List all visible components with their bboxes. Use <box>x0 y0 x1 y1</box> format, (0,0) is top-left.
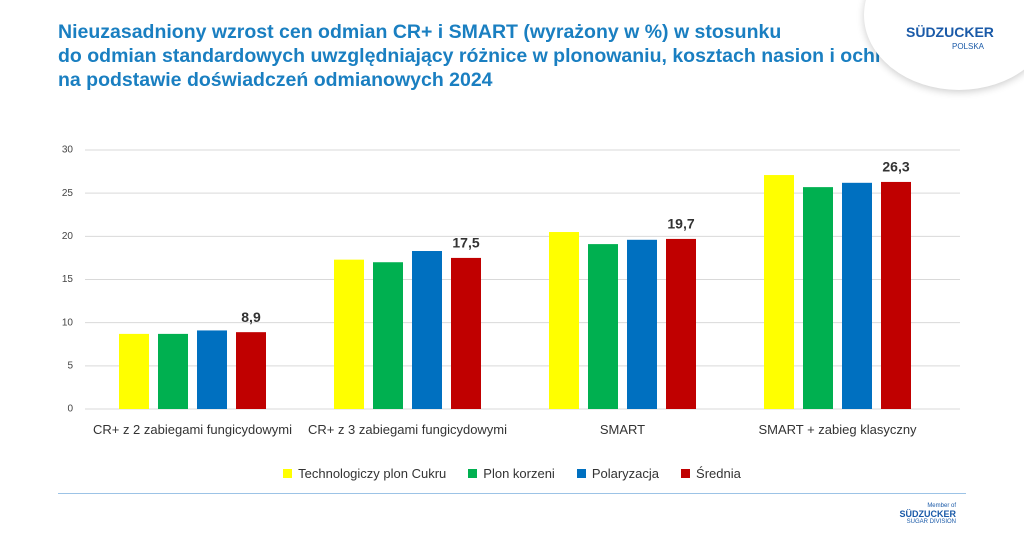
bar <box>451 257 481 409</box>
bar <box>666 238 696 409</box>
value-label: 17,5 <box>452 235 479 251</box>
y-tick-label: 15 <box>62 274 74 285</box>
y-tick-label: 25 <box>62 188 74 199</box>
legend-swatch <box>468 469 478 478</box>
legend-item: Średnia <box>681 466 741 481</box>
y-tick-label: 20 <box>62 231 74 242</box>
footer-logo-top: Member of <box>927 503 956 509</box>
bar <box>158 333 188 409</box>
value-label: 19,7 <box>667 216 694 232</box>
logo-sub: POLSKA <box>952 42 985 51</box>
bar <box>881 181 911 409</box>
bar <box>119 333 149 409</box>
legend-swatch <box>283 469 293 478</box>
legend-label: Średnia <box>696 466 741 481</box>
x-tick-label: SMART <box>599 422 646 437</box>
y-tick-label: 0 <box>67 404 73 415</box>
footer-logo: Member of SÜDZUCKER SUGAR DIVISION <box>899 502 956 526</box>
title-line: do odmian standardowych uwzględniający r… <box>58 45 918 67</box>
bar <box>412 251 442 409</box>
legend-label: Technologiczy plon Cukru <box>298 466 447 481</box>
title-line: na podstawie doświadczeń odmianowych 202… <box>58 69 493 91</box>
bar <box>549 232 579 409</box>
bar <box>627 239 657 409</box>
bar <box>842 182 872 409</box>
legend-label: Polaryzacja <box>591 466 660 481</box>
bar <box>588 244 618 409</box>
legend: Technologiczy plon Cukru Plon korzeni Pola… <box>0 466 1024 481</box>
legend-swatch <box>576 469 586 478</box>
legend-swatch <box>681 469 691 478</box>
legend-item: Polaryzacja <box>576 466 660 481</box>
x-tick-label: CR+ z 3 zabiegami fungicydowymi <box>307 422 508 437</box>
x-tick-label: SMART + zabieg klasyczny <box>758 422 917 437</box>
footer-rule <box>58 493 966 494</box>
bar <box>803 187 833 409</box>
bar <box>764 175 794 409</box>
logo-name: SÜDZUCKER <box>906 24 994 40</box>
title-line: Nieuzasadniony wzrost cen odmian CR+ i S… <box>58 21 782 43</box>
x-tick-label: CR+ z 2 zabiegami fungicydowymi <box>92 422 293 437</box>
footer-logo-sub: SUGAR DIVISION <box>906 519 956 525</box>
chart-title: Nieuzasadniony wzrost cen odmian CR+ i S… <box>58 20 917 92</box>
legend-item: Plon korzeni <box>468 466 555 481</box>
bar <box>373 262 403 409</box>
y-tick-label: 10 <box>62 317 74 328</box>
value-label: 8,9 <box>241 309 261 325</box>
legend-label: Plon korzeni <box>483 466 555 481</box>
footer-logo-name: SÜDZUCKER <box>899 509 956 519</box>
bar <box>236 332 266 409</box>
legend-item: Technologiczy plon Cukru <box>283 466 446 481</box>
y-tick-label: 5 <box>67 360 73 371</box>
y-tick-label: 30 <box>62 145 74 156</box>
bar <box>334 259 364 409</box>
value-label: 26,3 <box>882 159 909 175</box>
bar <box>197 330 227 409</box>
